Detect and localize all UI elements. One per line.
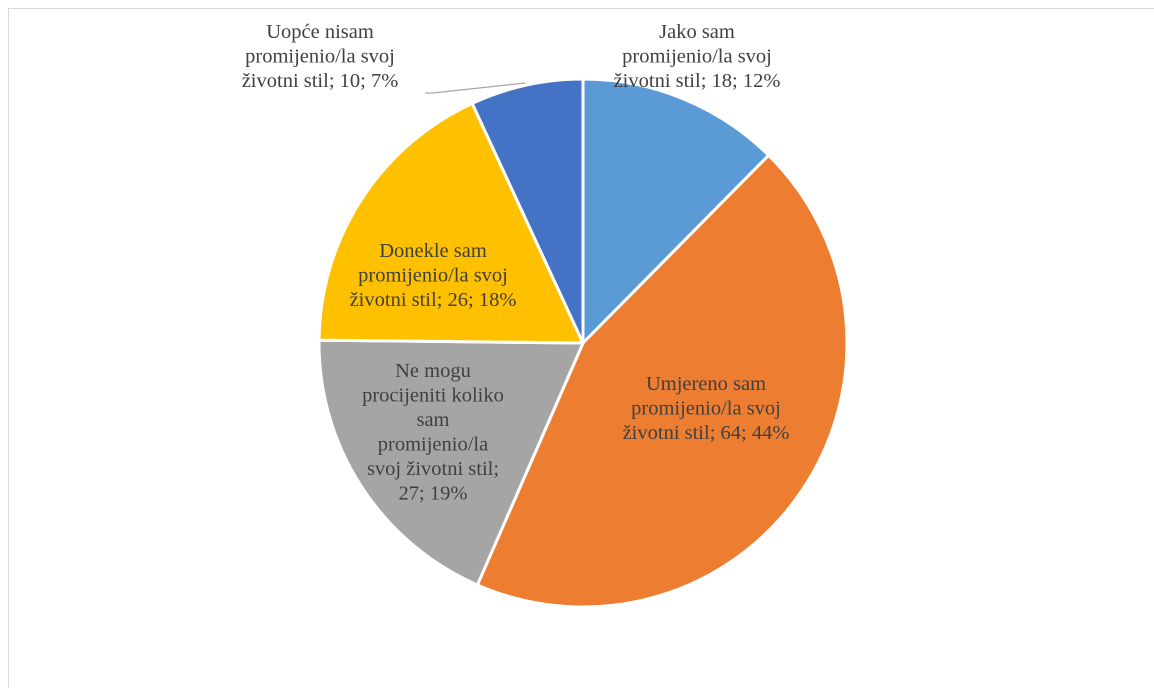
pie-slice-1 xyxy=(581,77,771,345)
data-label-5-line-3: životni stil; 10; 7% xyxy=(242,70,399,92)
data-label-3-line-5: svoj životni stil; xyxy=(367,458,499,480)
data-label-5: Uopće nisam promijenio/la svoj životni sti… xyxy=(242,21,399,92)
data-label-2-line-1: Umjereno sam xyxy=(646,373,766,395)
data-label-3-line-3: sam xyxy=(416,409,449,431)
data-label-3-line-2: procijeniti koliko xyxy=(362,385,504,407)
data-label-3: Ne mogu procijeniti koliko sam promijenio/l… xyxy=(362,360,504,505)
chart-frame xyxy=(8,8,1154,688)
data-label-2: Umjereno sam promijenio/la svoj životni st… xyxy=(623,373,790,444)
data-label-1-line-3: životni stil; 18; 12% xyxy=(614,70,781,92)
pie-slice-5 xyxy=(470,77,585,345)
leader-lines xyxy=(425,82,526,94)
data-label-3-line-6: 27; 19% xyxy=(399,483,468,505)
data-label-5-line-2: promijenio/la svoj xyxy=(245,46,395,68)
pie-slice-3 xyxy=(317,338,585,587)
leader-line-5 xyxy=(425,82,526,94)
pie-slices xyxy=(317,77,849,609)
data-labels: Jako sam promijenio/la svoj životni stil; … xyxy=(242,21,790,505)
data-label-1-line-2: promijenio/la svoj xyxy=(622,46,772,68)
pie-slice-2 xyxy=(475,153,849,609)
data-label-3-line-1: Ne mogu xyxy=(395,360,471,382)
data-label-4-line-1: Donekle sam xyxy=(379,240,487,262)
data-label-2-line-2: promijenio/la svoj xyxy=(631,398,781,420)
data-label-5-line-1: Uopće nisam xyxy=(266,21,374,43)
data-label-3-line-4: promijenio/la xyxy=(378,434,488,456)
data-label-1-line-1: Jako sam xyxy=(659,21,735,43)
data-label-1: Jako sam promijenio/la svoj životni stil; … xyxy=(614,21,781,92)
pie-slice-4 xyxy=(317,101,585,345)
data-label-2-line-3: životni stil; 64; 44% xyxy=(623,422,790,444)
data-label-4: Donekle sam promijenio/la svoj životni sti… xyxy=(350,240,517,311)
data-label-4-line-3: životni stil; 26; 18% xyxy=(350,289,517,311)
data-label-4-line-2: promijenio/la svoj xyxy=(358,265,508,287)
